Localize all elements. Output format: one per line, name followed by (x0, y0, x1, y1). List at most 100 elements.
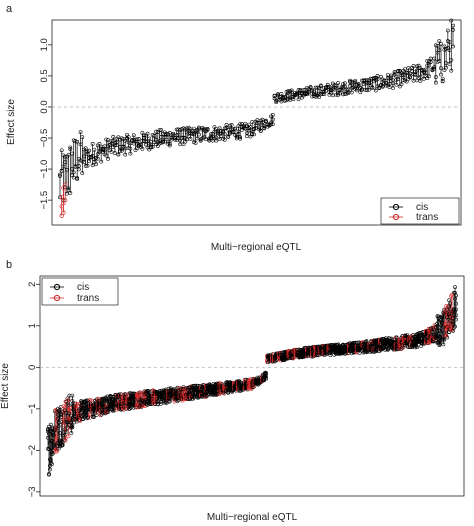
a-cis-point (415, 78, 419, 83)
a-cis-point (119, 148, 124, 153)
b-cis-point (322, 353, 327, 357)
a-cis-point (435, 44, 440, 48)
a-cis-point (296, 97, 301, 102)
b-cis-point (448, 314, 453, 319)
panel-a-y-axis: 1.0 0.5 0.0 −0.5 −1.0 −1.5 (39, 38, 52, 210)
a-cis-point (104, 137, 109, 142)
a-cis-point (411, 72, 416, 77)
a-cis-point (396, 77, 400, 82)
b-cis-point (448, 301, 453, 306)
b-cis-point (47, 431, 51, 436)
a-cis-point (236, 129, 241, 134)
b-cis-point (90, 408, 95, 413)
b-cis-point (424, 334, 429, 339)
a-cis-point (195, 136, 200, 141)
b-cis-point (83, 410, 87, 415)
a-cis-point (399, 82, 404, 87)
a-cis-point (152, 134, 157, 138)
a-cis-point (288, 98, 292, 102)
a-trans-point (62, 198, 68, 203)
panel-a-legend-trans-label: trans (416, 212, 438, 223)
a-cis-point (279, 92, 284, 96)
a-cis-point (222, 126, 227, 131)
a-cis-point (157, 128, 162, 133)
a-cis-point (301, 88, 306, 92)
a-cis-point (427, 63, 431, 68)
a-cis-point (149, 145, 153, 149)
a-cis-point (195, 129, 200, 134)
a-cis-point (330, 87, 335, 92)
b-cis-point (51, 444, 56, 448)
b-cis-point (414, 344, 418, 349)
b-cis-point (436, 325, 441, 330)
a-cis-point (308, 85, 313, 90)
a-cis-point (253, 123, 258, 128)
a-cis-point (219, 133, 224, 138)
panel-a-legend-trans-marker (392, 213, 400, 221)
b-trans-point (54, 435, 59, 439)
a-cis-point (104, 146, 109, 151)
a-cis-point (71, 138, 76, 143)
a-cis-point (401, 78, 406, 82)
b-trans-point (54, 449, 59, 454)
a-cis-point (174, 127, 179, 132)
panel-b-legend-cis-label: cis (77, 282, 89, 293)
a-cis-point (415, 68, 419, 73)
a-cis-point (367, 87, 371, 92)
a-cis-point (94, 162, 98, 167)
a-cis-point (344, 87, 349, 92)
b-cis-point (452, 325, 456, 330)
a-cis-point (125, 132, 129, 137)
a-cis-point (140, 139, 145, 143)
a-cis-point (447, 48, 452, 53)
a-cis-point (238, 135, 243, 140)
a-cis-point (99, 159, 104, 164)
b-cis-point (70, 425, 75, 430)
b-cis-point (117, 392, 121, 397)
a-cis-point (142, 133, 146, 138)
a-cis-point (209, 134, 213, 139)
a-cis-point (428, 59, 433, 64)
b-trans-point (118, 393, 122, 398)
a-cis-point (145, 131, 150, 136)
a-cis-point (368, 80, 373, 85)
a-cis-point (444, 61, 449, 66)
a-cis-point (63, 154, 68, 159)
a-cis-point (113, 151, 117, 155)
a-cis-point (130, 138, 134, 143)
b-cis-point (442, 337, 447, 342)
a-cis-point (63, 160, 68, 165)
b-cis-point (264, 371, 269, 376)
a-cis-point (76, 164, 81, 168)
b-cis-point (69, 424, 74, 429)
a-trans-point (61, 185, 66, 190)
a-cis-point (87, 159, 92, 164)
a-cis-point (97, 142, 102, 146)
b-cis-point (60, 440, 65, 445)
b-cis-point (413, 345, 418, 350)
a-cis-point (281, 95, 286, 100)
a-cis-point (233, 126, 237, 131)
b-cis-point (50, 451, 55, 456)
b-cis-point (57, 430, 62, 435)
a-cis-point (90, 163, 95, 168)
a-cis-point (447, 40, 452, 44)
b-cis-point (99, 412, 104, 417)
b-cis-point (445, 335, 450, 340)
b-trans-point (74, 401, 79, 406)
a-cis-point (394, 82, 399, 87)
a-cis-point (375, 77, 380, 82)
a-cis-point (82, 154, 86, 159)
b-cis-point (181, 387, 186, 392)
b-cis-point (49, 462, 54, 467)
a-cis-point (167, 141, 172, 146)
a-cis-point (90, 141, 95, 146)
a-cis-point (80, 159, 85, 164)
a-cis-point (131, 133, 136, 138)
a-cis-point (270, 113, 275, 117)
a-cis-point (396, 69, 400, 74)
b-cis-point (69, 413, 74, 418)
b-cis-point (65, 413, 70, 418)
a-cis-point (339, 85, 344, 90)
a-cis-point (186, 134, 191, 139)
